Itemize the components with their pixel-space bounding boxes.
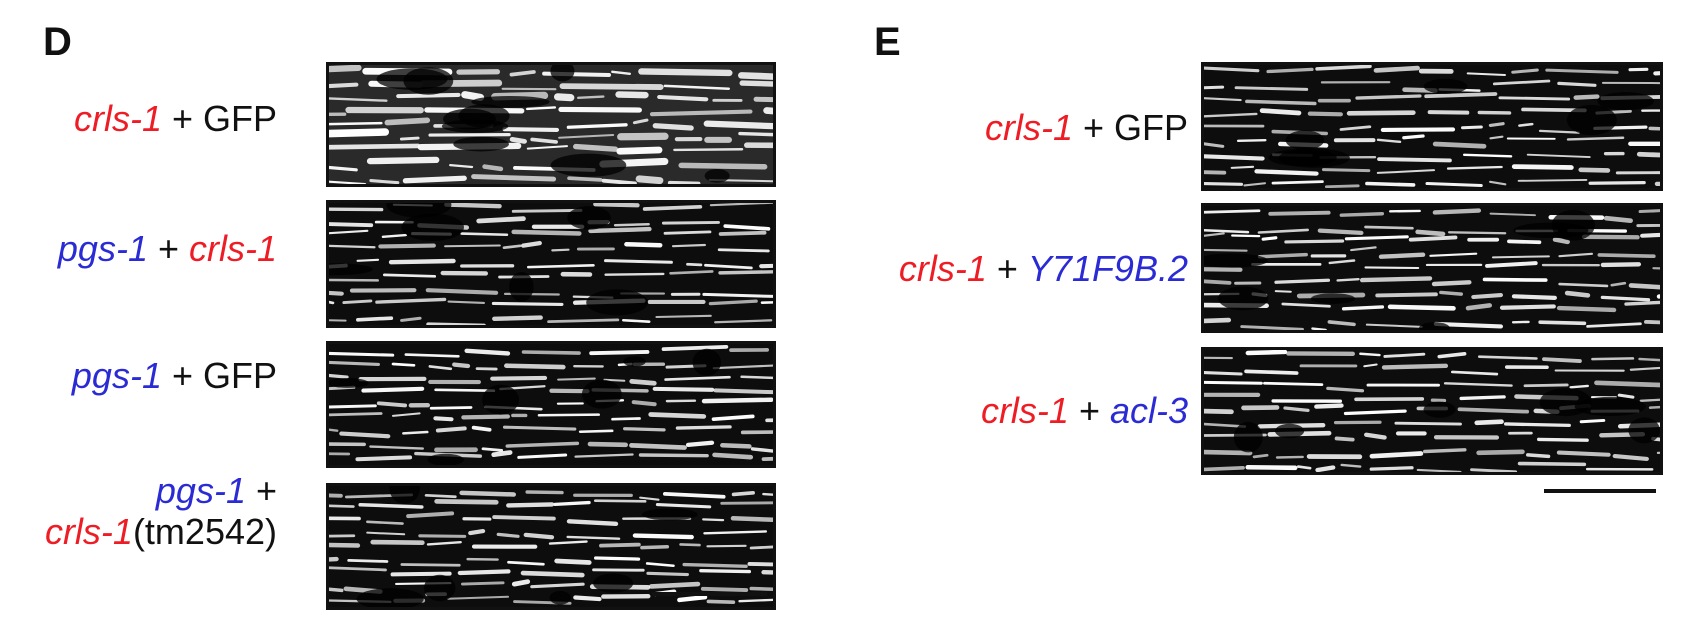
label-part: acl-3 (1109, 390, 1188, 431)
label-d-3: pgs-1 + GFP (72, 355, 277, 396)
micrograph-d-2 (326, 200, 776, 328)
scale-bar-e (1544, 489, 1656, 493)
label-e-1: crls-1 + GFP (985, 107, 1188, 148)
micrograph-texture (329, 486, 773, 607)
micrograph-d-3 (326, 341, 776, 468)
micrograph-texture (1204, 65, 1660, 188)
label-part: + (986, 248, 1028, 289)
label-d-2: pgs-1 + crls-1 (58, 228, 277, 269)
label-part: + GFP (1072, 107, 1188, 148)
micrograph-texture (329, 65, 773, 184)
label-part: pgs-1 (71, 355, 162, 396)
label-part: Y71F9B.2 (1027, 248, 1188, 289)
micrograph-e-1 (1201, 62, 1663, 191)
label-part: pgs-1 (155, 470, 246, 511)
label-e-3: crls-1 + acl-3 (981, 390, 1188, 431)
label-part: crls-1 (898, 248, 987, 289)
label-part: + (1068, 390, 1110, 431)
panel-letter-d: D (43, 20, 72, 64)
label-part: crls-1 (73, 98, 162, 139)
panel-letter-e: E (874, 20, 901, 64)
label-part: + GFP (161, 98, 277, 139)
label-part: pgs-1 (57, 228, 148, 269)
label-part: crls-1 (980, 390, 1069, 431)
micrograph-d-4 (326, 483, 776, 610)
micrograph-e-2 (1201, 203, 1663, 333)
label-part: + GFP (161, 355, 277, 396)
micrograph-texture (1204, 206, 1660, 330)
label-part: crls-1 (44, 511, 133, 553)
micrograph-texture (1204, 350, 1660, 472)
label-e-2: crls-1 + Y71F9B.2 (899, 248, 1188, 289)
label-part: (tm2542) (132, 511, 277, 553)
label-part: crls-1 (984, 107, 1073, 148)
micrograph-texture (329, 344, 773, 465)
label-d-4: pgs-1 + crls-1(tm2542) (45, 470, 277, 553)
label-part: + (245, 470, 277, 511)
label-line: crls-1(tm2542) (45, 511, 277, 552)
micrograph-texture (329, 203, 773, 325)
micrograph-d-1 (326, 62, 776, 187)
label-part: crls-1 (189, 228, 277, 269)
scale-bar-d (652, 592, 767, 596)
label-line: pgs-1 + (45, 470, 277, 511)
label-part: + (147, 228, 189, 269)
micrograph-e-3 (1201, 347, 1663, 475)
label-d-1: crls-1 + GFP (74, 98, 277, 139)
